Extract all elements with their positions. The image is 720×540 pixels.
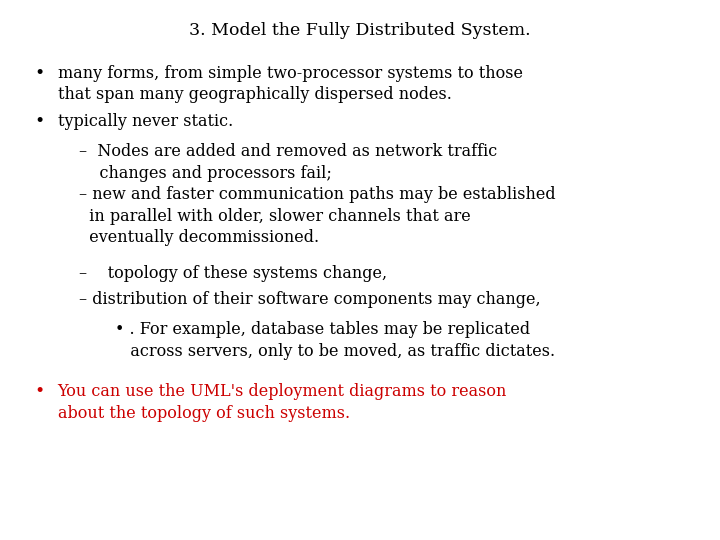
- Text: typically never static.: typically never static.: [58, 113, 233, 130]
- Text: •: •: [35, 65, 45, 82]
- Text: 3. Model the Fully Distributed System.: 3. Model the Fully Distributed System.: [189, 22, 531, 38]
- Text: many forms, from simple two-processor systems to those
that span many geographic: many forms, from simple two-processor sy…: [58, 65, 523, 103]
- Text: •: •: [35, 113, 45, 130]
- Text: – distribution of their software components may change,: – distribution of their software compone…: [79, 291, 541, 307]
- Text: • . For example, database tables may be replicated
   across servers, only to be: • . For example, database tables may be …: [115, 321, 555, 360]
- Text: –  Nodes are added and removed as network traffic
    changes and processors fai: – Nodes are added and removed as network…: [79, 143, 498, 181]
- Text: You can use the UML's deployment diagrams to reason
about the topology of such s: You can use the UML's deployment diagram…: [58, 383, 507, 422]
- Text: –    topology of these systems change,: – topology of these systems change,: [79, 265, 387, 281]
- Text: – new and faster communication paths may be established
  in parallel with older: – new and faster communication paths may…: [79, 186, 556, 246]
- Text: •: •: [35, 383, 45, 400]
